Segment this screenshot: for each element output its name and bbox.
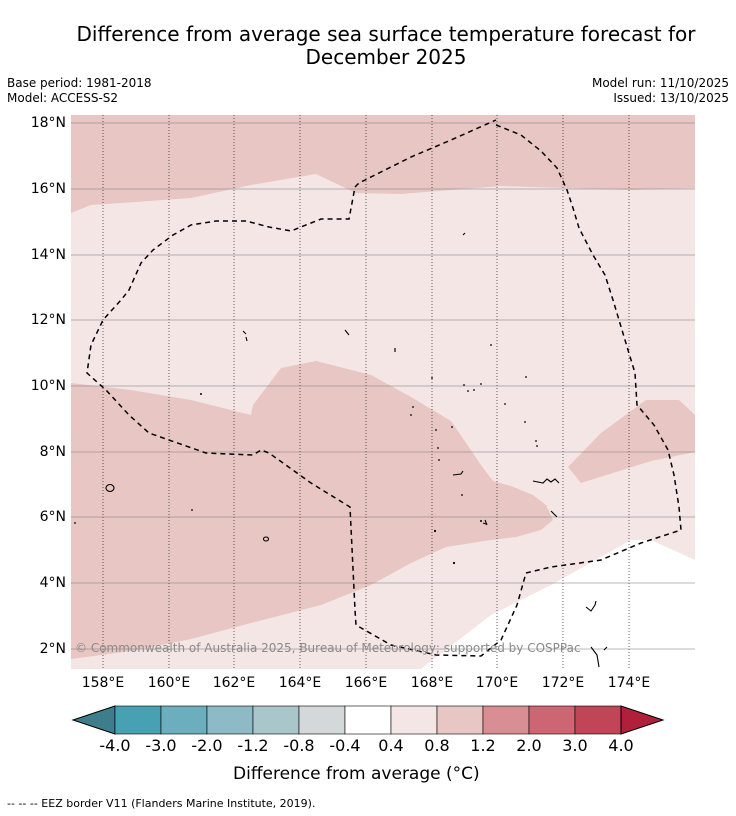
lon-label: 168°E (410, 675, 454, 691)
colorbar-title: Difference from average (°C) (233, 764, 480, 784)
colorbar-label: 4.0 (608, 736, 634, 755)
issued-date: Issued: 13/10/2025 (613, 91, 729, 105)
meta-right: Model run: 11/10/2025 Issued: 13/10/2025 (592, 76, 729, 106)
model-run: Model run: 11/10/2025 (591, 76, 729, 90)
colorbar-label: 0.4 (378, 736, 404, 755)
colorbar-segment (344, 705, 392, 735)
anomaly-fill-north-band (71, 115, 695, 213)
colorbar-segment (528, 705, 576, 735)
lon-label: 162°E (212, 675, 256, 691)
model-name: Model: ACCESS-S2 (7, 91, 119, 105)
atoll-kwajalein (452, 470, 464, 476)
map-panel (71, 115, 695, 669)
colorbar-label: 0.8 (424, 736, 450, 755)
colorbar-under-arrow (71, 705, 116, 735)
atoll-jaluit (550, 510, 558, 518)
colorbar-segment (482, 705, 530, 735)
atoll-mili (482, 519, 488, 526)
map-svg (71, 115, 695, 669)
map-title: Difference from average sea surface temp… (40, 23, 732, 69)
colorbar-label: -4.0 (99, 736, 131, 755)
eez-border (86, 119, 682, 657)
copyright-notice: © Commonwealth of Australia 2025, Bureau… (75, 641, 581, 655)
atoll-tarawa (585, 600, 597, 612)
title-line-1: Difference from average sea surface temp… (76, 22, 696, 46)
lat-label: 2°N (39, 641, 66, 657)
colorbar-segment (114, 705, 162, 735)
atoll-enewetak (242, 330, 248, 342)
lon-label: 160°E (147, 675, 191, 691)
lat-label: 12°N (30, 312, 66, 328)
colorbar-segment (574, 705, 622, 735)
colorbar-segment (298, 705, 346, 735)
meta-left: Base period: 1981-2018 Model: ACCESS-S2 (7, 76, 152, 106)
atoll-makin (603, 646, 608, 651)
colorbar (70, 704, 666, 740)
anomaly-fill-neutral (421, 540, 695, 669)
colorbar-segment (390, 705, 438, 735)
atoll-wake (462, 232, 466, 236)
island-kosrae (262, 536, 270, 542)
atoll-majuro (532, 478, 560, 484)
anomaly-fill-west-area (71, 361, 553, 659)
lat-label: 8°N (39, 444, 66, 460)
longitude-gridlines (102, 115, 630, 669)
colorbar-svg (71, 705, 665, 735)
lat-label: 18°N (30, 115, 66, 131)
lon-label: 174°E (607, 675, 651, 691)
lon-label: 164°E (278, 675, 322, 691)
islands (105, 232, 608, 668)
lat-label: 10°N (30, 378, 66, 394)
small-islets (74, 344, 538, 565)
lon-label: 166°E (344, 675, 388, 691)
colorbar-label: -1.2 (237, 736, 269, 755)
anomaly-fill-east-lobe (568, 400, 695, 483)
eez-legend-note: -- -- -- EEZ border V11 (Flanders Marine… (7, 797, 316, 810)
colorbar-label: 2.0 (516, 736, 542, 755)
atoll-butaritari (590, 646, 600, 668)
lon-label: 172°E (541, 675, 585, 691)
colorbar-over-arrow (620, 705, 665, 735)
island-pohnpei (105, 483, 115, 493)
colorbar-label: -3.0 (145, 736, 177, 755)
lat-label: 16°N (30, 181, 66, 197)
latitude-gridlines (71, 122, 695, 650)
title-line-2: December 2025 (305, 45, 467, 69)
colorbar-label: -0.4 (329, 736, 361, 755)
atoll-bikini (344, 329, 350, 336)
colorbar-label: -2.0 (191, 736, 223, 755)
colorbar-segment (436, 705, 484, 735)
colorbar-segment (160, 705, 208, 735)
lat-label: 4°N (39, 575, 66, 591)
base-period: Base period: 1981-2018 (7, 76, 152, 90)
colorbar-label: -0.8 (283, 736, 315, 755)
lon-label: 170°E (475, 675, 519, 691)
colorbar-segment (252, 705, 300, 735)
colorbar-segment (206, 705, 254, 735)
lon-label: 158°E (81, 675, 125, 691)
colorbar-label: 3.0 (562, 736, 588, 755)
colorbar-label: 1.2 (470, 736, 496, 755)
lat-label: 14°N (30, 247, 66, 263)
lat-label: 6°N (39, 509, 66, 525)
